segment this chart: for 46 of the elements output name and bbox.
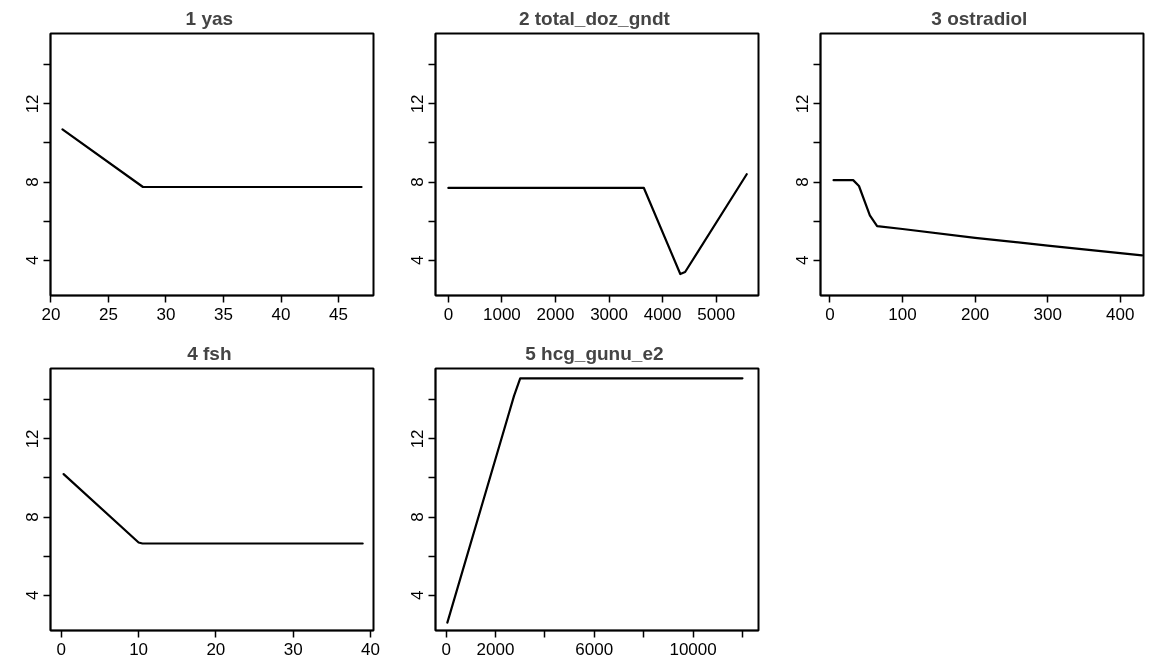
y-tick-label: 4 bbox=[408, 590, 428, 601]
y-tick-label: 4 bbox=[408, 255, 428, 266]
x-tick-label: 45 bbox=[329, 304, 348, 324]
x-tick-label: 4000 bbox=[643, 304, 682, 324]
x-tick-label: 30 bbox=[283, 639, 303, 659]
x-tick-label: 2000 bbox=[536, 304, 575, 324]
x-tick-label: 40 bbox=[360, 639, 380, 659]
y-tick-label: 12 bbox=[23, 429, 43, 449]
x-tick-label: 200 bbox=[960, 304, 990, 324]
x-tick-label: 20 bbox=[206, 639, 226, 659]
x-tick-label: 0 bbox=[443, 304, 454, 324]
x-tick-label: 10 bbox=[129, 639, 149, 659]
x-tick-label: 6000 bbox=[575, 639, 614, 659]
y-tick-label: 8 bbox=[408, 512, 428, 522]
y-tick-label: 8 bbox=[793, 177, 813, 187]
x-tick-label: 30 bbox=[156, 304, 176, 324]
y-tick-label: 4 bbox=[793, 255, 813, 266]
y-tick-label: 12 bbox=[23, 94, 43, 114]
y-tick-label: 4 bbox=[23, 590, 43, 601]
y-tick-label: 8 bbox=[23, 512, 43, 522]
y-tick-label: 12 bbox=[408, 94, 428, 114]
x-tick-label: 300 bbox=[1033, 304, 1062, 324]
chart-title: 4 fsh bbox=[187, 342, 232, 364]
x-tick-label: 0 bbox=[825, 304, 835, 324]
x-tick-label: 40 bbox=[271, 304, 291, 324]
y-tick-label: 12 bbox=[408, 429, 428, 449]
x-tick-label: 10000 bbox=[669, 639, 717, 659]
x-tick-label: 35 bbox=[214, 304, 233, 324]
x-tick-label: 0 bbox=[56, 639, 67, 659]
x-tick-label: 0 bbox=[441, 639, 451, 659]
x-tick-label: 25 bbox=[99, 304, 118, 324]
x-tick-label: 100 bbox=[888, 304, 917, 324]
x-tick-label: 20 bbox=[41, 304, 61, 324]
x-tick-label: 400 bbox=[1106, 304, 1135, 324]
y-tick-label: 4 bbox=[23, 255, 43, 266]
y-tick-label: 8 bbox=[23, 177, 43, 187]
x-tick-label: 1000 bbox=[483, 304, 521, 324]
chart-title: 2 total_doz_gndt bbox=[518, 7, 671, 29]
x-tick-label: 2000 bbox=[476, 639, 515, 659]
x-tick-label: 3000 bbox=[590, 304, 628, 324]
chart-title: 3 ostradiol bbox=[931, 7, 1028, 29]
y-tick-label: 8 bbox=[408, 177, 428, 187]
x-tick-label: 5000 bbox=[697, 304, 736, 324]
y-tick-label: 12 bbox=[793, 94, 813, 114]
chart-title: 5 hcg_gunu_e2 bbox=[525, 342, 664, 364]
chart-title: 1 yas bbox=[185, 7, 234, 29]
